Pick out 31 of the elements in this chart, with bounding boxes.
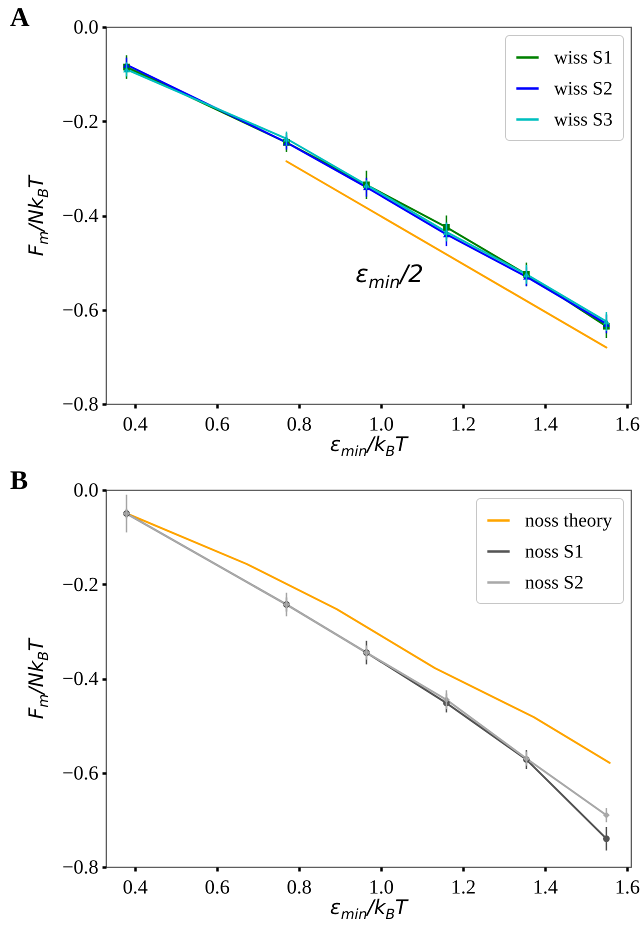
- chart-title: B: [10, 464, 28, 497]
- y-tick-label: −0.8: [62, 394, 98, 416]
- y-tick-label: −0.2: [62, 110, 98, 133]
- y-tick-label: −0.6: [62, 762, 98, 784]
- legend-label: wiss S3: [554, 110, 613, 130]
- y-tick-label: −0.8: [62, 856, 98, 878]
- annotation: ε$_{min}$/2: [356, 260, 424, 292]
- legend-label: wiss S1: [554, 48, 613, 68]
- legend-label: noss S1: [525, 542, 584, 562]
- x-tick-label: 1.4: [532, 876, 558, 898]
- x-tick-label: 0.6: [204, 414, 230, 436]
- x-tick-label: 1.6: [614, 414, 640, 436]
- y-tick-label: −0.6: [62, 299, 98, 322]
- x-tick-label: 0.8: [286, 876, 312, 898]
- x-tick-label: 0.8: [286, 414, 312, 436]
- chart-title: A: [10, 1, 30, 34]
- x-tick-label: 1.6: [614, 876, 640, 898]
- y-tick-label: 0.0: [74, 480, 98, 502]
- x-tick-label: 0.6: [204, 876, 230, 898]
- x-tick-label: 1.2: [450, 876, 476, 898]
- y-tick-label: −0.4: [62, 205, 98, 227]
- y-tick-label: −0.4: [62, 668, 98, 690]
- y-tick-label: −0.2: [62, 574, 98, 596]
- x-tick-label: 0.4: [122, 414, 148, 436]
- legend-label: noss theory: [525, 510, 613, 532]
- legend-label: wiss S2: [554, 78, 613, 100]
- y-tick-label: 0.0: [74, 16, 98, 38]
- legend-label: noss S2: [525, 572, 584, 594]
- x-tick-label: 1.4: [532, 414, 558, 436]
- x-tick-label: 1.2: [450, 414, 476, 436]
- x-tick-label: 0.4: [122, 876, 148, 898]
